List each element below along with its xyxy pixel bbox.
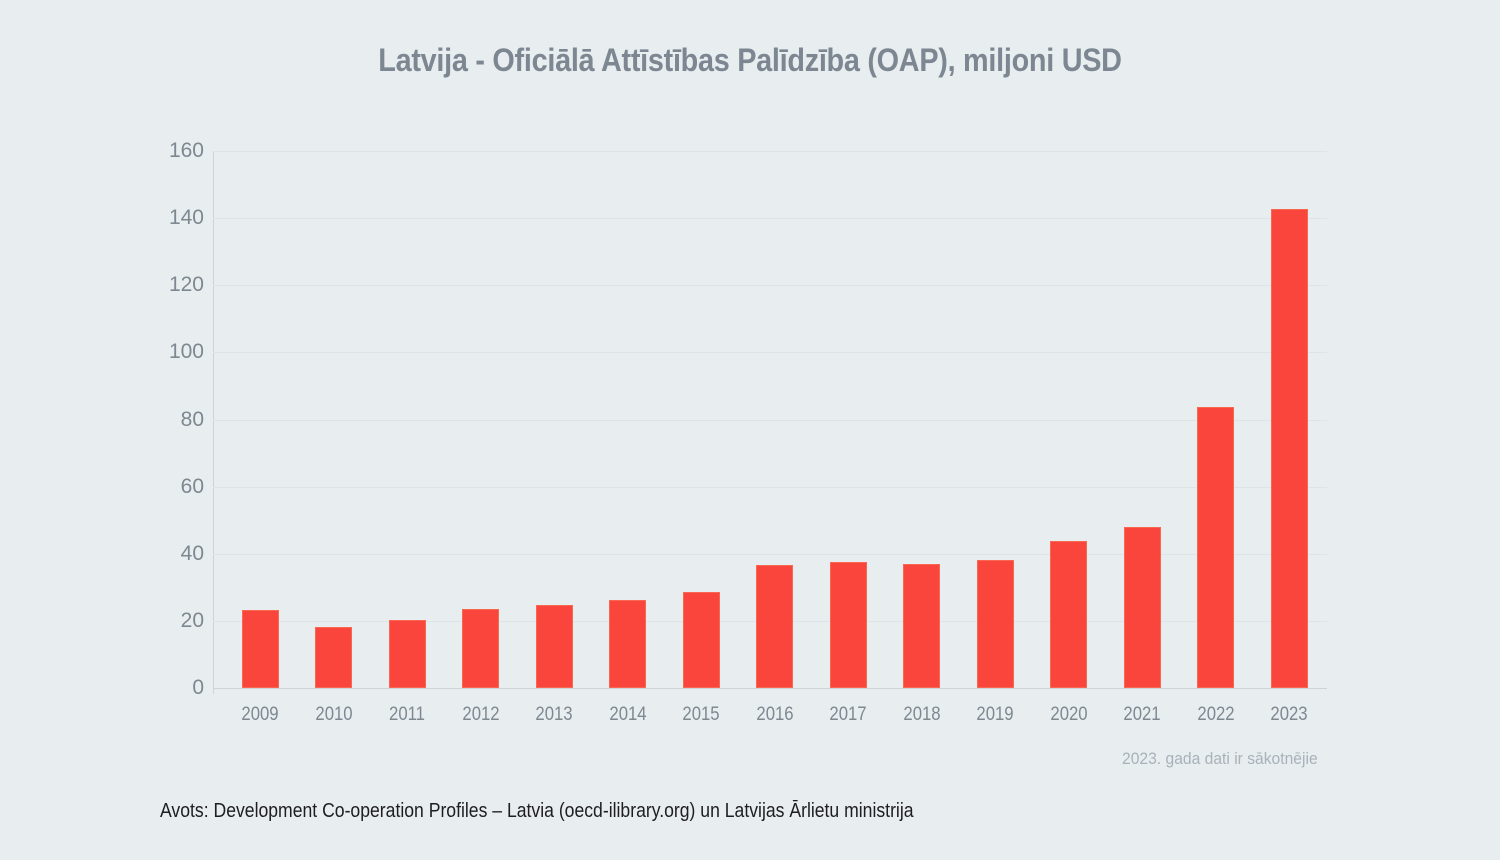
source-attribution: Avots: Development Co-operation Profiles… <box>160 800 914 822</box>
y-tick-label-100: 100 <box>168 340 204 364</box>
bar-2020 <box>1050 541 1087 688</box>
plot-area: 0 20 40 60 80 100 120 140 160 2009 2010 2011 2012 201… <box>169 139 1327 725</box>
gridline-80 <box>213 419 1327 421</box>
x-tick-label-2021: 2021 <box>1123 704 1161 725</box>
x-tick-label-2017: 2017 <box>829 704 867 725</box>
bar-2011 <box>388 620 426 688</box>
y-tick-label-40: 40 <box>180 541 204 565</box>
y-tick-label-0: 0 <box>192 676 204 699</box>
x-tick-label-2015: 2015 <box>682 704 720 725</box>
y-tick-label-20: 20 <box>180 608 204 632</box>
chart-title: Latvija - Oficiālā Attīstības Palīdzība … <box>378 42 1122 78</box>
gridline-100 <box>213 352 1327 354</box>
x-tick-label-2016: 2016 <box>755 704 794 725</box>
y-tick-label-160: 160 <box>168 139 204 162</box>
x-tick-label-2012: 2012 <box>461 704 500 725</box>
x-tick-label-2011: 2011 <box>389 704 425 725</box>
x-tick-label-2010: 2010 <box>314 704 353 725</box>
x-tick-label-2022: 2022 <box>1196 704 1235 725</box>
x-tick-label-2019: 2019 <box>976 704 1014 725</box>
gridline-160 <box>213 151 1327 152</box>
y-tick-label-120: 120 <box>168 273 204 297</box>
bar-2019 <box>976 560 1014 688</box>
x-tick-label-2009: 2009 <box>241 704 279 725</box>
x-tick-label-2014: 2014 <box>608 704 647 725</box>
bar-2009 <box>241 609 279 688</box>
y-axis-line <box>213 151 214 694</box>
gridline-60 <box>213 486 1327 488</box>
y-tick-label-80: 80 <box>180 407 204 431</box>
bar-2023 <box>1270 208 1308 688</box>
y-tick-label-60: 60 <box>180 474 204 498</box>
bar-2015 <box>682 591 720 688</box>
gridline-120 <box>213 285 1327 287</box>
bar-2018 <box>903 564 940 688</box>
x-tick-label-2018: 2018 <box>902 704 941 725</box>
gridline-40 <box>213 553 1327 555</box>
bar-2010 <box>315 626 352 688</box>
x-tick-label-2020: 2020 <box>1049 704 1088 725</box>
bar-2016 <box>756 564 793 688</box>
y-tick-label-140: 140 <box>168 206 204 230</box>
bar-2017 <box>829 562 867 688</box>
x-tick-label-2023: 2023 <box>1270 704 1308 725</box>
x-tick-label-2013: 2013 <box>535 704 573 725</box>
bar-2013 <box>535 605 573 688</box>
bar-2012 <box>462 609 499 688</box>
bar-2022 <box>1197 407 1234 688</box>
footnote-preliminary-data: 2023. gada dati ir sākotnējie <box>1122 749 1318 768</box>
bar-2014 <box>609 600 646 688</box>
gridline-140 <box>213 218 1327 220</box>
bar-2021 <box>1123 527 1161 688</box>
x-axis-line <box>213 688 1327 689</box>
